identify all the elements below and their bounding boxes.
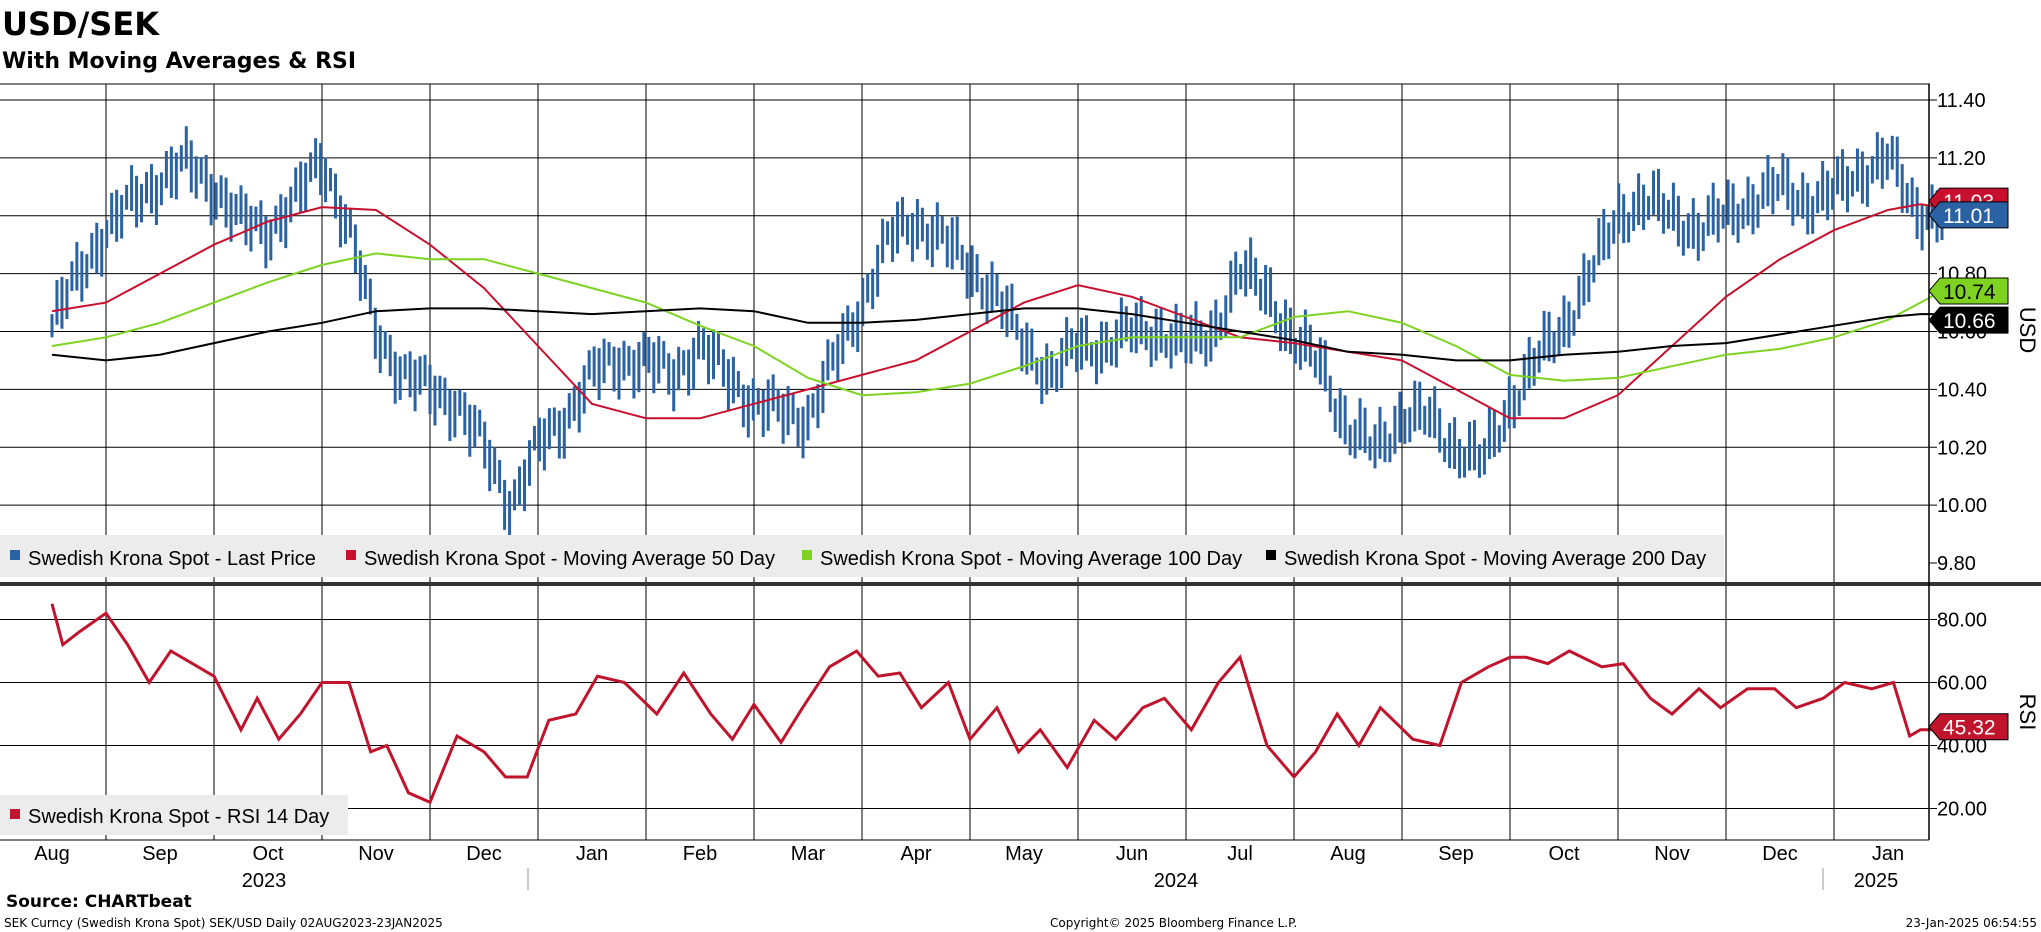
price-grid xyxy=(0,84,1929,582)
legend-swatch xyxy=(802,550,812,560)
rsi-legend: Swedish Krona Spot - RSI 14 Day xyxy=(0,795,348,835)
month-label: Jul xyxy=(1227,843,1253,865)
month-label: Dec xyxy=(466,843,502,865)
month-label: Jan xyxy=(1872,843,1904,865)
ma200-line xyxy=(51,307,1942,362)
month-label: May xyxy=(1005,843,1043,865)
copyright: Copyright© 2025 Bloomberg Finance L.P. xyxy=(1050,916,1297,930)
month-label: Nov xyxy=(1654,843,1690,865)
legend-swatch xyxy=(10,809,20,819)
rsi-tag-text: 45.32 xyxy=(1943,717,1996,740)
last-price-tag-bg xyxy=(1928,201,2009,229)
month-label: Jan xyxy=(576,843,608,865)
last-price-tag-text: 11.01 xyxy=(1943,205,1994,228)
chart-subtitle: With Moving Averages & RSI xyxy=(2,49,356,74)
price-tick-label: 10.40 xyxy=(1937,379,1987,401)
price-tick-label: 10.20 xyxy=(1937,437,1987,459)
month-label: Jun xyxy=(1116,843,1148,865)
legend-label: Swedish Krona Spot - Last Price xyxy=(28,548,316,570)
month-label: Oct xyxy=(252,843,284,865)
rsi-y-axis: 80.00 60.00 40.00 20.00 xyxy=(1929,610,1987,821)
month-label: Sep xyxy=(1438,843,1474,865)
rsi-tick-label: 80.00 xyxy=(1937,610,1987,632)
rsi-legend-bg xyxy=(0,795,348,835)
month-label: Dec xyxy=(1762,843,1798,865)
ma100-tag-bg xyxy=(1928,277,2009,305)
month-label: Aug xyxy=(34,843,70,865)
year-label: 2025 xyxy=(1854,870,1899,892)
chart-title: USD/SEK xyxy=(2,5,160,43)
legend-swatch xyxy=(10,550,20,560)
ma200-tag-bg xyxy=(1928,306,2009,334)
legend-swatch xyxy=(346,550,356,560)
month-label: Sep xyxy=(142,843,178,865)
year-label: 2024 xyxy=(1154,870,1199,892)
price-y-axis-label: USD xyxy=(2015,307,2040,353)
ma100-tag-text: 10.74 xyxy=(1943,281,1996,304)
price-legend: Swedish Krona Spot - Last Price Swedish K… xyxy=(0,535,1724,577)
source-label: Source: CHARTbeat xyxy=(6,892,192,912)
month-label: Mar xyxy=(791,843,826,865)
ma200-tag: 10.66 xyxy=(1928,306,2009,334)
price-tick-label: 11.40 xyxy=(1937,90,1986,112)
price-legend-bg xyxy=(0,535,1724,577)
ma200-tag-text: 10.66 xyxy=(1943,310,1996,333)
moving-average-lines xyxy=(51,203,1943,420)
month-label: Oct xyxy=(1548,843,1580,865)
legend-label: Swedish Krona Spot - RSI 14 Day xyxy=(28,806,329,828)
month-label: Feb xyxy=(683,843,717,865)
legend-label: Swedish Krona Spot - Moving Average 50 D… xyxy=(364,548,775,570)
ticker-info: SEK Curncy (Swedish Krona Spot) SEK/USD … xyxy=(4,916,443,930)
price-tick-label: 10.00 xyxy=(1937,495,1987,517)
ma100-line xyxy=(51,252,1943,397)
rsi-line xyxy=(50,603,1942,805)
timestamp: 23-Jan-2025 06:54:55 xyxy=(1906,916,2037,930)
legend-label: Swedish Krona Spot - Moving Average 200 … xyxy=(1284,548,1706,570)
x-axis: Aug Sep Oct Nov Dec Jan Feb Mar Apr May Jun Jul Aug S… xyxy=(34,843,1904,892)
month-label: Aug xyxy=(1330,843,1366,865)
rsi-tick-label: 60.00 xyxy=(1937,673,1987,695)
price-tick-label: 9.80 xyxy=(1937,553,1976,575)
year-label: 2023 xyxy=(242,870,287,892)
rsi-tag: 45.32 xyxy=(1928,713,2009,741)
rsi-y-axis-label: RSI xyxy=(2015,694,2040,731)
rsi-tick-label: 20.00 xyxy=(1937,799,1987,821)
price-bars xyxy=(50,126,1944,541)
price-tick-label: 11.20 xyxy=(1937,148,1986,170)
ma100-tag: 10.74 xyxy=(1928,277,2009,305)
last-price-tag: 11.01 xyxy=(1928,201,2009,229)
rsi-tick-label: 40.00 xyxy=(1937,736,1987,758)
rsi-tag-bg xyxy=(1928,713,2009,741)
legend-label: Swedish Krona Spot - Moving Average 100 … xyxy=(820,548,1242,570)
month-label: Apr xyxy=(900,843,931,865)
legend-swatch xyxy=(1266,550,1276,560)
rsi-lines xyxy=(50,603,1942,805)
month-label: Nov xyxy=(358,843,394,865)
